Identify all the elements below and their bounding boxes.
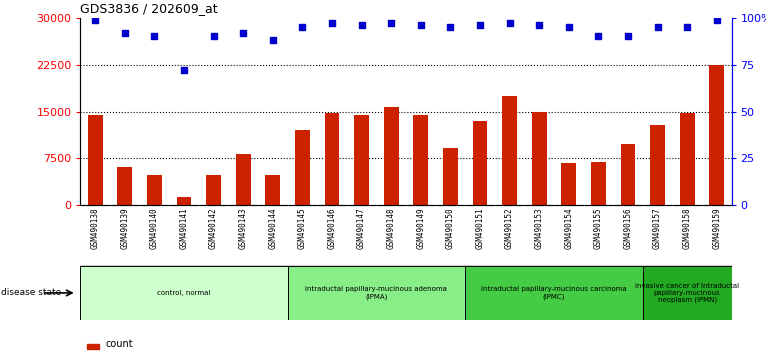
Bar — [650, 125, 665, 205]
Text: GSM490141: GSM490141 — [179, 207, 188, 249]
Point — [681, 24, 693, 30]
Text: intraductal papillary-mucinous carcinoma
(IPMC): intraductal papillary-mucinous carcinoma… — [481, 286, 627, 300]
Text: GSM490144: GSM490144 — [268, 207, 277, 249]
Bar — [620, 144, 635, 205]
Bar — [236, 154, 250, 205]
Point — [444, 24, 457, 30]
Bar — [473, 121, 487, 205]
Bar — [532, 112, 547, 205]
Text: GSM490148: GSM490148 — [387, 207, 396, 249]
Bar — [414, 115, 428, 205]
Point — [563, 24, 575, 30]
Bar — [325, 113, 339, 205]
Text: GSM490157: GSM490157 — [653, 207, 662, 249]
Text: GDS3836 / 202609_at: GDS3836 / 202609_at — [80, 2, 218, 15]
Text: GSM490152: GSM490152 — [505, 207, 514, 249]
Point — [651, 24, 663, 30]
Text: GSM490151: GSM490151 — [476, 207, 484, 249]
Point — [503, 21, 516, 26]
Bar — [88, 115, 103, 205]
Text: GSM490139: GSM490139 — [120, 207, 129, 249]
Text: GSM490155: GSM490155 — [594, 207, 603, 249]
Bar — [206, 175, 221, 205]
Text: GSM490159: GSM490159 — [712, 207, 722, 249]
Text: GSM490146: GSM490146 — [328, 207, 336, 249]
Point — [267, 38, 279, 43]
Point — [711, 17, 723, 22]
FancyBboxPatch shape — [80, 266, 287, 320]
Text: GSM490156: GSM490156 — [624, 207, 633, 249]
Text: GSM490140: GSM490140 — [150, 207, 159, 249]
Bar — [295, 130, 309, 205]
Point — [474, 22, 486, 28]
Point — [355, 22, 368, 28]
Text: GSM490154: GSM490154 — [565, 207, 573, 249]
Text: GSM490145: GSM490145 — [298, 207, 307, 249]
Text: GSM490138: GSM490138 — [90, 207, 100, 249]
Point — [119, 30, 131, 35]
Bar — [265, 175, 280, 205]
Text: GSM490150: GSM490150 — [446, 207, 455, 249]
Bar — [443, 148, 458, 205]
Bar — [384, 107, 398, 205]
Text: GSM490142: GSM490142 — [209, 207, 218, 249]
Text: GSM490158: GSM490158 — [683, 207, 692, 249]
Point — [296, 24, 309, 30]
Bar — [147, 175, 162, 205]
Point — [89, 17, 101, 22]
Text: count: count — [105, 339, 133, 349]
Bar — [591, 161, 606, 205]
Point — [178, 67, 190, 73]
Point — [533, 22, 545, 28]
Text: intraductal papillary-mucinous adenoma
(IPMA): intraductal papillary-mucinous adenoma (… — [306, 286, 447, 300]
Point — [592, 34, 604, 39]
Point — [414, 22, 427, 28]
Bar — [561, 163, 576, 205]
Text: disease state: disease state — [1, 289, 61, 297]
Text: GSM490147: GSM490147 — [357, 207, 366, 249]
Bar — [679, 113, 695, 205]
Bar — [502, 96, 517, 205]
Point — [326, 21, 338, 26]
Text: GSM490143: GSM490143 — [239, 207, 247, 249]
FancyBboxPatch shape — [287, 266, 465, 320]
FancyBboxPatch shape — [643, 266, 732, 320]
Bar — [354, 115, 369, 205]
Bar — [177, 196, 192, 205]
Text: GSM490153: GSM490153 — [535, 207, 544, 249]
Text: GSM490149: GSM490149 — [416, 207, 425, 249]
Text: control, normal: control, normal — [157, 290, 211, 296]
Point — [385, 21, 398, 26]
Point — [622, 34, 634, 39]
Point — [208, 34, 220, 39]
Text: invasive cancer of intraductal
papillary-mucinous
neoplasm (IPMN): invasive cancer of intraductal papillary… — [635, 283, 739, 303]
Bar — [87, 344, 99, 349]
FancyBboxPatch shape — [465, 266, 643, 320]
Point — [149, 34, 161, 39]
Bar — [117, 166, 133, 205]
Bar — [709, 64, 724, 205]
Point — [237, 30, 250, 35]
